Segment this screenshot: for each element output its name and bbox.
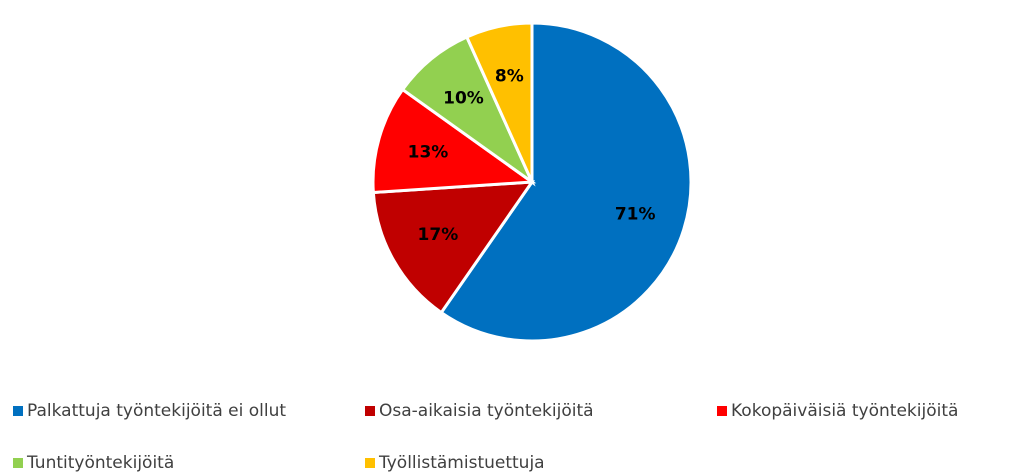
pie-slice	[371, 180, 536, 315]
pie-slice	[371, 87, 537, 195]
legend-label: Kokopäiväisiä työntekijöitä	[731, 401, 958, 421]
data-label: 10%	[443, 88, 484, 108]
legend-swatch	[717, 406, 727, 416]
legend-swatch	[365, 406, 375, 416]
data-label: 17%	[418, 225, 459, 245]
data-label: 71%	[615, 204, 656, 224]
pie-slice	[464, 21, 534, 183]
legend-swatch	[365, 458, 375, 468]
pie-slice	[439, 21, 693, 343]
legend-label: Palkattuja työntekijöitä ei ollut	[27, 401, 286, 421]
data-label: 8%	[495, 66, 524, 86]
data-label: 13%	[408, 142, 449, 162]
legend-label: Tuntityöntekijöitä	[26, 453, 174, 473]
legend-label: Osa-aikaisia työntekijöitä	[379, 401, 594, 421]
legend-label: Työllistämistuettuja	[378, 453, 545, 473]
legend-swatch	[13, 458, 23, 468]
legend-swatch	[13, 406, 23, 416]
